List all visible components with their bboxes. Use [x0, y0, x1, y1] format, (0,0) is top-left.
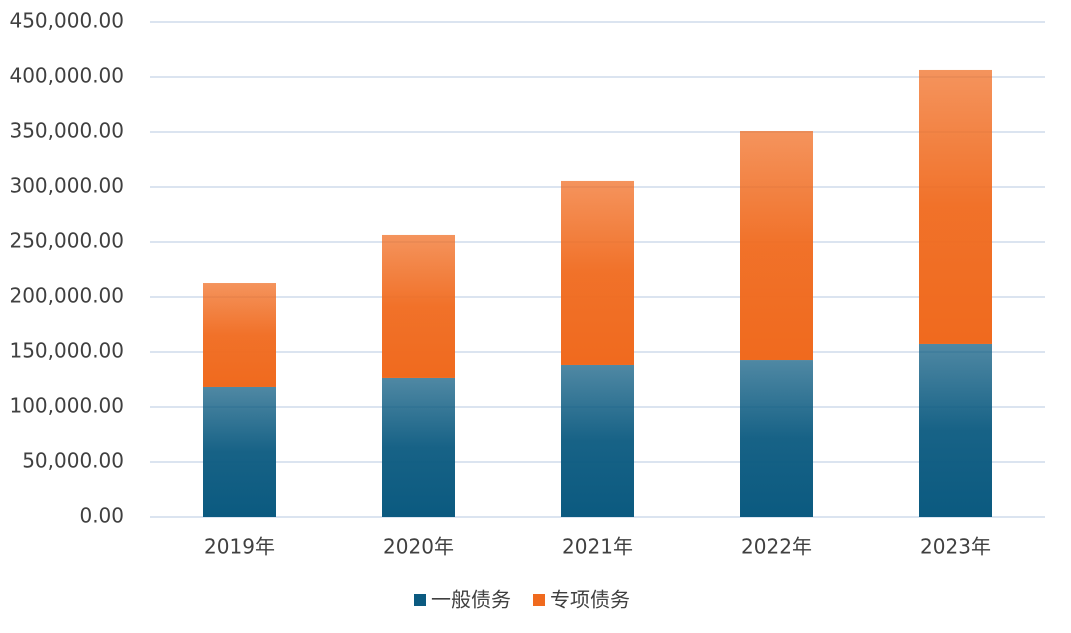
- y-tick-label: 450,000.00: [9, 9, 124, 33]
- bar-segment: [561, 180, 634, 365]
- bar-segment: [382, 377, 455, 517]
- legend-swatch: [414, 594, 426, 606]
- bar-segment: [740, 360, 813, 517]
- bar-segment: [919, 343, 992, 517]
- y-tick-label: 400,000.00: [9, 64, 124, 88]
- x-tick-label: 2019年: [204, 535, 275, 559]
- bar-segment: [203, 386, 276, 517]
- legend-label: 专项债务: [550, 588, 630, 612]
- bar-segment: [203, 283, 276, 387]
- y-tick-label: 250,000.00: [9, 229, 124, 253]
- y-tick-label: 100,000.00: [9, 394, 124, 418]
- bar-segment: [561, 364, 634, 517]
- y-tick-label: 50,000.00: [22, 449, 124, 473]
- y-tick-label: 0.00: [79, 504, 124, 528]
- x-tick-label: 2023年: [920, 535, 991, 559]
- y-tick-label: 150,000.00: [9, 339, 124, 363]
- x-tick-label: 2021年: [562, 535, 633, 559]
- bar-segment: [740, 131, 813, 361]
- y-tick-label: 300,000.00: [9, 174, 124, 198]
- legend-label: 一般债务: [431, 588, 511, 612]
- y-tick-label: 350,000.00: [9, 119, 124, 143]
- x-tick-label: 2022年: [741, 535, 812, 559]
- legend-swatch: [533, 594, 545, 606]
- y-tick-label: 200,000.00: [9, 284, 124, 308]
- bar-segment: [919, 69, 992, 344]
- x-tick-label: 2020年: [383, 535, 454, 559]
- bar-segment: [382, 234, 455, 378]
